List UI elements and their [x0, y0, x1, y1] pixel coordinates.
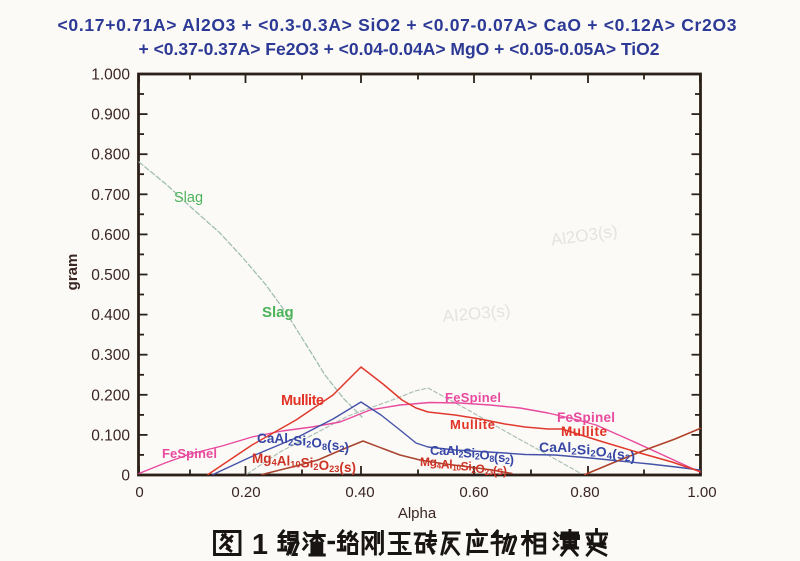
svg-text:Mullite: Mullite [561, 424, 607, 439]
svg-text:0.40: 0.40 [345, 484, 374, 501]
svg-text:0.700: 0.700 [91, 187, 130, 204]
svg-text:0.800: 0.800 [91, 147, 130, 164]
svg-text:0.400: 0.400 [91, 307, 130, 324]
svg-text:Al2O3(s): Al2O3(s) [550, 221, 619, 249]
svg-text:Mullite: Mullite [450, 417, 495, 432]
svg-text:CaAl2Si2O4(s2): CaAl2Si2O4(s2) [539, 439, 635, 464]
svg-text:0.900: 0.900 [91, 107, 130, 124]
svg-text:AI2O3(s): AI2O3(s) [442, 301, 511, 326]
svg-text:0: 0 [135, 484, 143, 501]
svg-text:0.100: 0.100 [91, 427, 130, 444]
svg-text:Mullite: Mullite [281, 393, 324, 409]
svg-text:FeSpinel: FeSpinel [445, 390, 501, 405]
svg-text:<0.17+0.71A> Al2O3 + <0.3-0.3: <0.17+0.71A> Al2O3 + <0.3-0.3A> SiO2 + <… [58, 15, 737, 35]
svg-text:1.000: 1.000 [91, 67, 130, 84]
svg-text:1: 1 [252, 529, 268, 561]
svg-text:+ <0.37-0.37A> Fe2O3 + <0.04-: + <0.37-0.37A> Fe2O3 + <0.04-0.04A> MgO … [139, 39, 660, 59]
svg-text:1.00: 1.00 [687, 484, 716, 501]
svg-text:0.600: 0.600 [91, 227, 130, 244]
svg-text:Mg4Al10Si2O23(s): Mg4Al10Si2O23(s) [252, 451, 356, 475]
svg-text:Slag: Slag [174, 190, 203, 206]
svg-text:0.60: 0.60 [459, 484, 488, 501]
svg-text:0.20: 0.20 [231, 484, 260, 501]
svg-text:FeSpinel: FeSpinel [557, 410, 615, 425]
svg-text:Alpha: Alpha [398, 505, 437, 522]
svg-text:gram: gram [64, 254, 81, 291]
svg-text:FeSpinel: FeSpinel [162, 446, 217, 461]
svg-text:0.500: 0.500 [91, 267, 130, 284]
svg-text:0.300: 0.300 [91, 347, 130, 364]
svg-text:0.200: 0.200 [91, 387, 130, 404]
svg-text:0: 0 [121, 468, 130, 485]
svg-text:0.80: 0.80 [570, 484, 599, 501]
svg-text:Slag: Slag [262, 304, 294, 321]
